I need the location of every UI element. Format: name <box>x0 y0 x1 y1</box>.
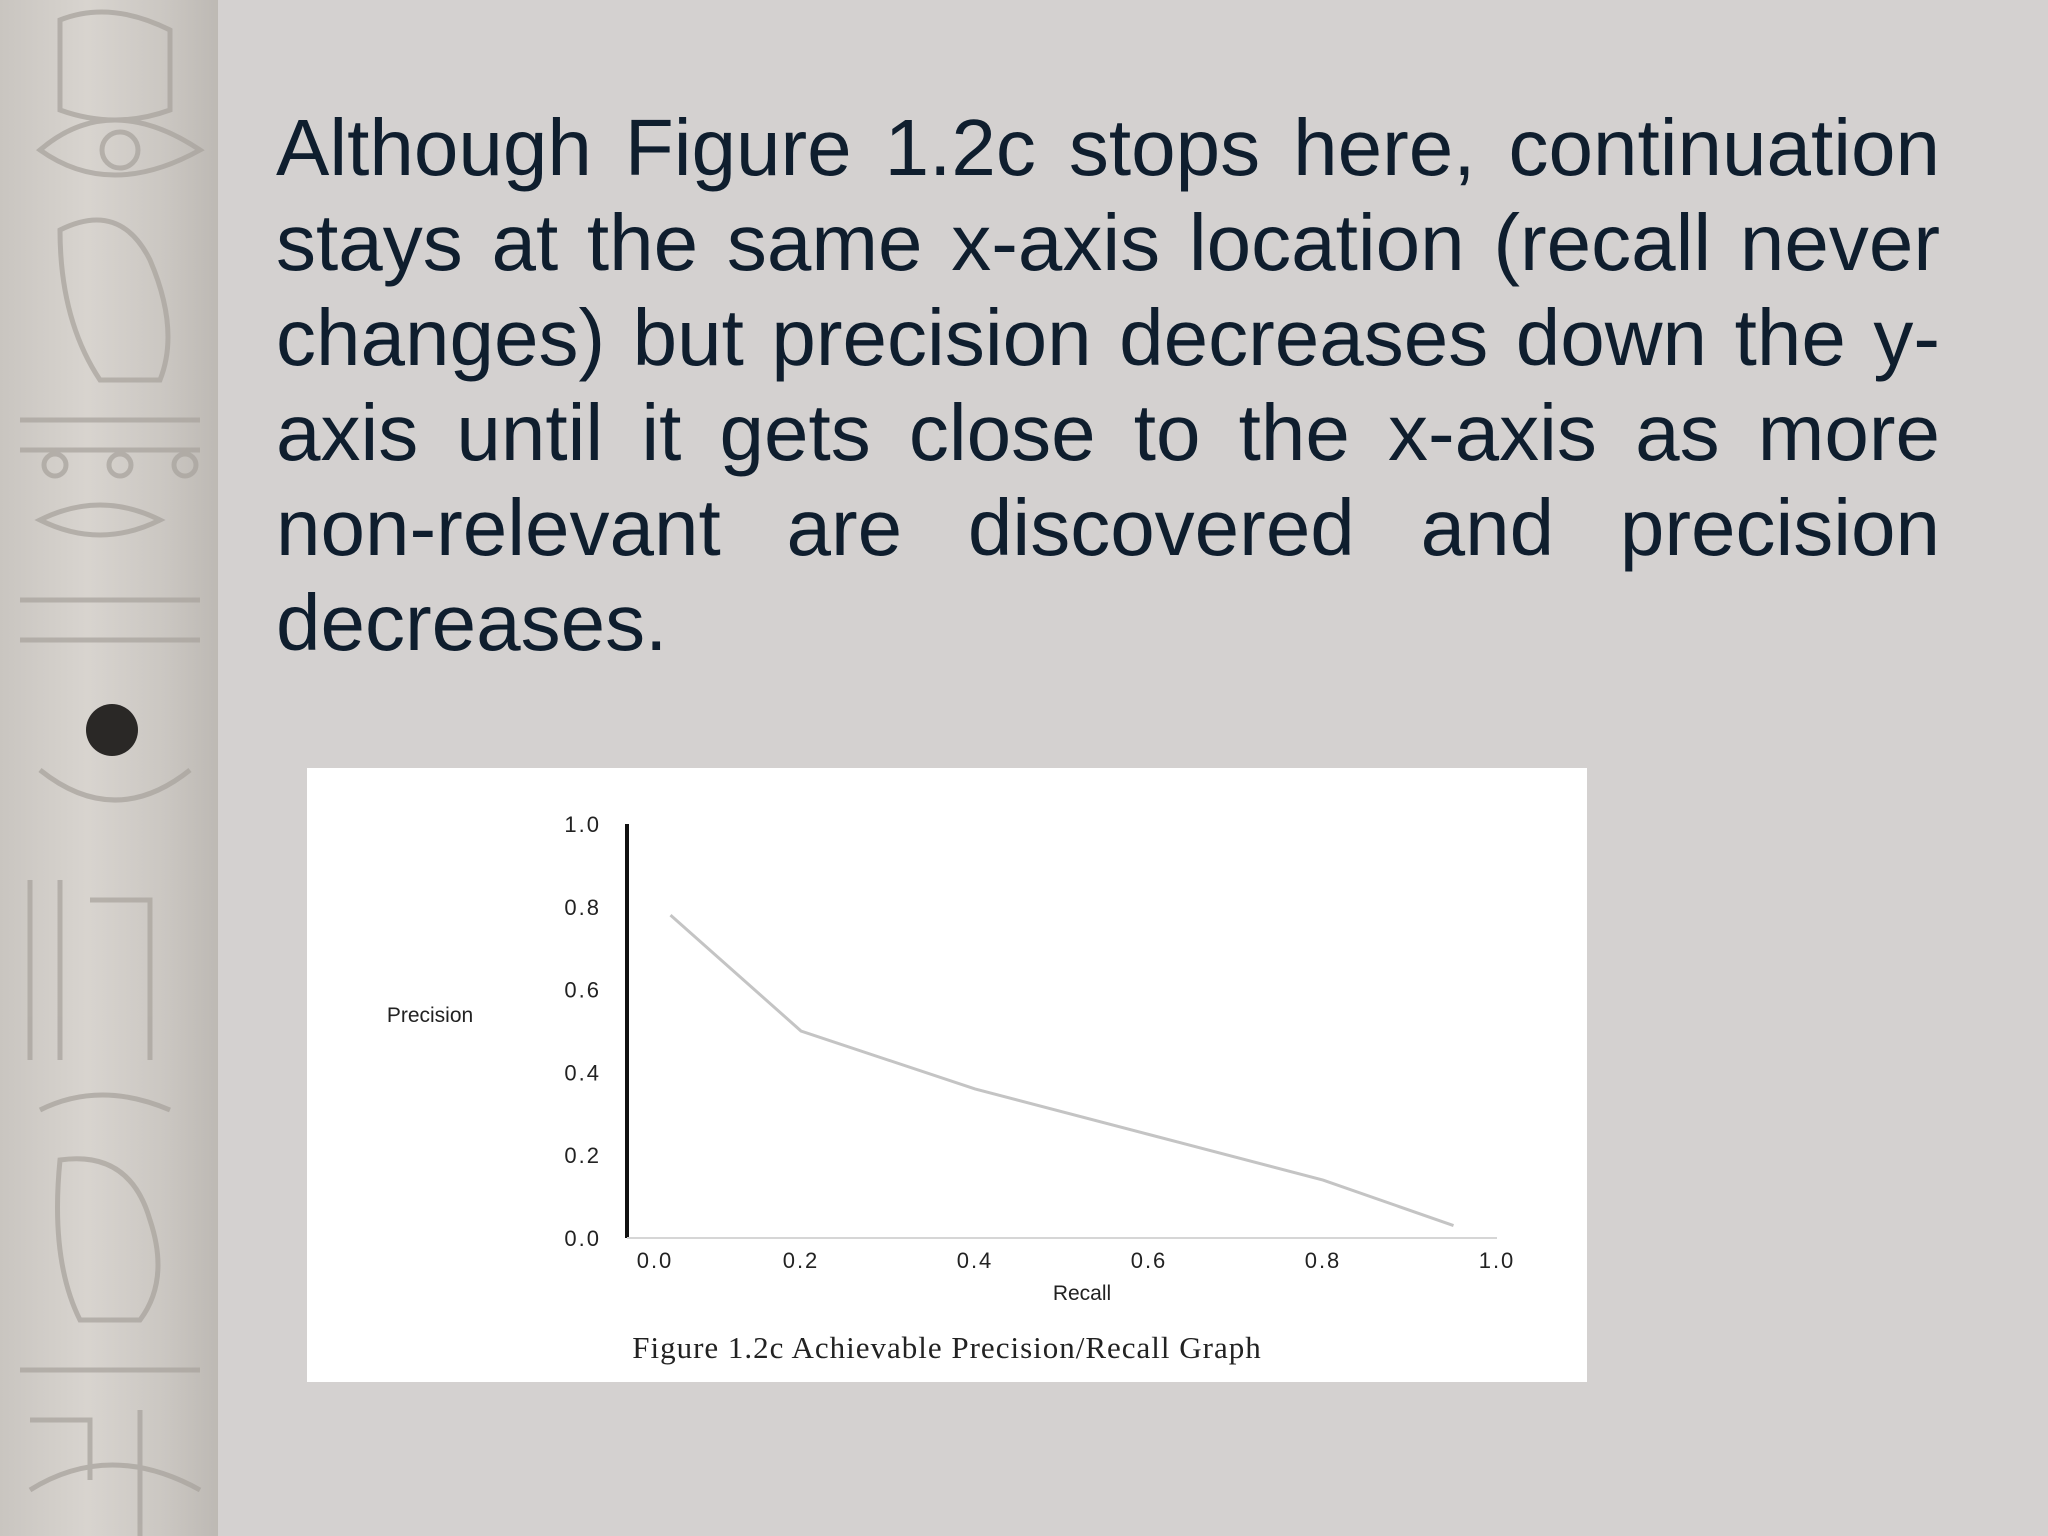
x-tick-label: 0.4 <box>957 1248 994 1273</box>
x-tick-label: 0.6 <box>1131 1248 1168 1273</box>
x-tick-label: 1.0 <box>1479 1248 1516 1273</box>
y-tick-label: 1.0 <box>564 812 601 837</box>
x-tick-label: 0.8 <box>1305 1248 1342 1273</box>
hieroglyph-decoration <box>20 9 205 1536</box>
precision-recall-figure: 0.0 0.2 0.4 0.6 0.8 1.0 0.0 0.2 0.4 0.6 0.8 1.0 Reca… <box>307 768 1587 1382</box>
precision-recall-chart: 0.0 0.2 0.4 0.6 0.8 1.0 0.0 0.2 0.4 0.6 0.8 1.0 Reca… <box>387 812 1516 1305</box>
y-tick-label: 0.8 <box>564 895 601 920</box>
figure-caption: Figure 1.2c Achievable Precision/Recall … <box>632 1330 1262 1365</box>
x-tick-label: 0.2 <box>783 1248 820 1273</box>
y-tick-label: 0.6 <box>564 978 601 1003</box>
x-axis-label: Recall <box>1053 1282 1111 1305</box>
x-tick-label: 0.0 <box>637 1248 674 1273</box>
slide-body-text: Although Figure 1.2c stops here, continu… <box>276 103 1940 667</box>
y-tick-label: 0.2 <box>564 1143 601 1168</box>
y-tick-label: 0.0 <box>564 1226 601 1251</box>
y-axis-label: Precision <box>387 1004 473 1027</box>
series-line-0 <box>669 913 1454 1227</box>
y-tick-label: 0.4 <box>564 1060 601 1085</box>
hieroglyph-side-panel <box>0 0 218 1536</box>
